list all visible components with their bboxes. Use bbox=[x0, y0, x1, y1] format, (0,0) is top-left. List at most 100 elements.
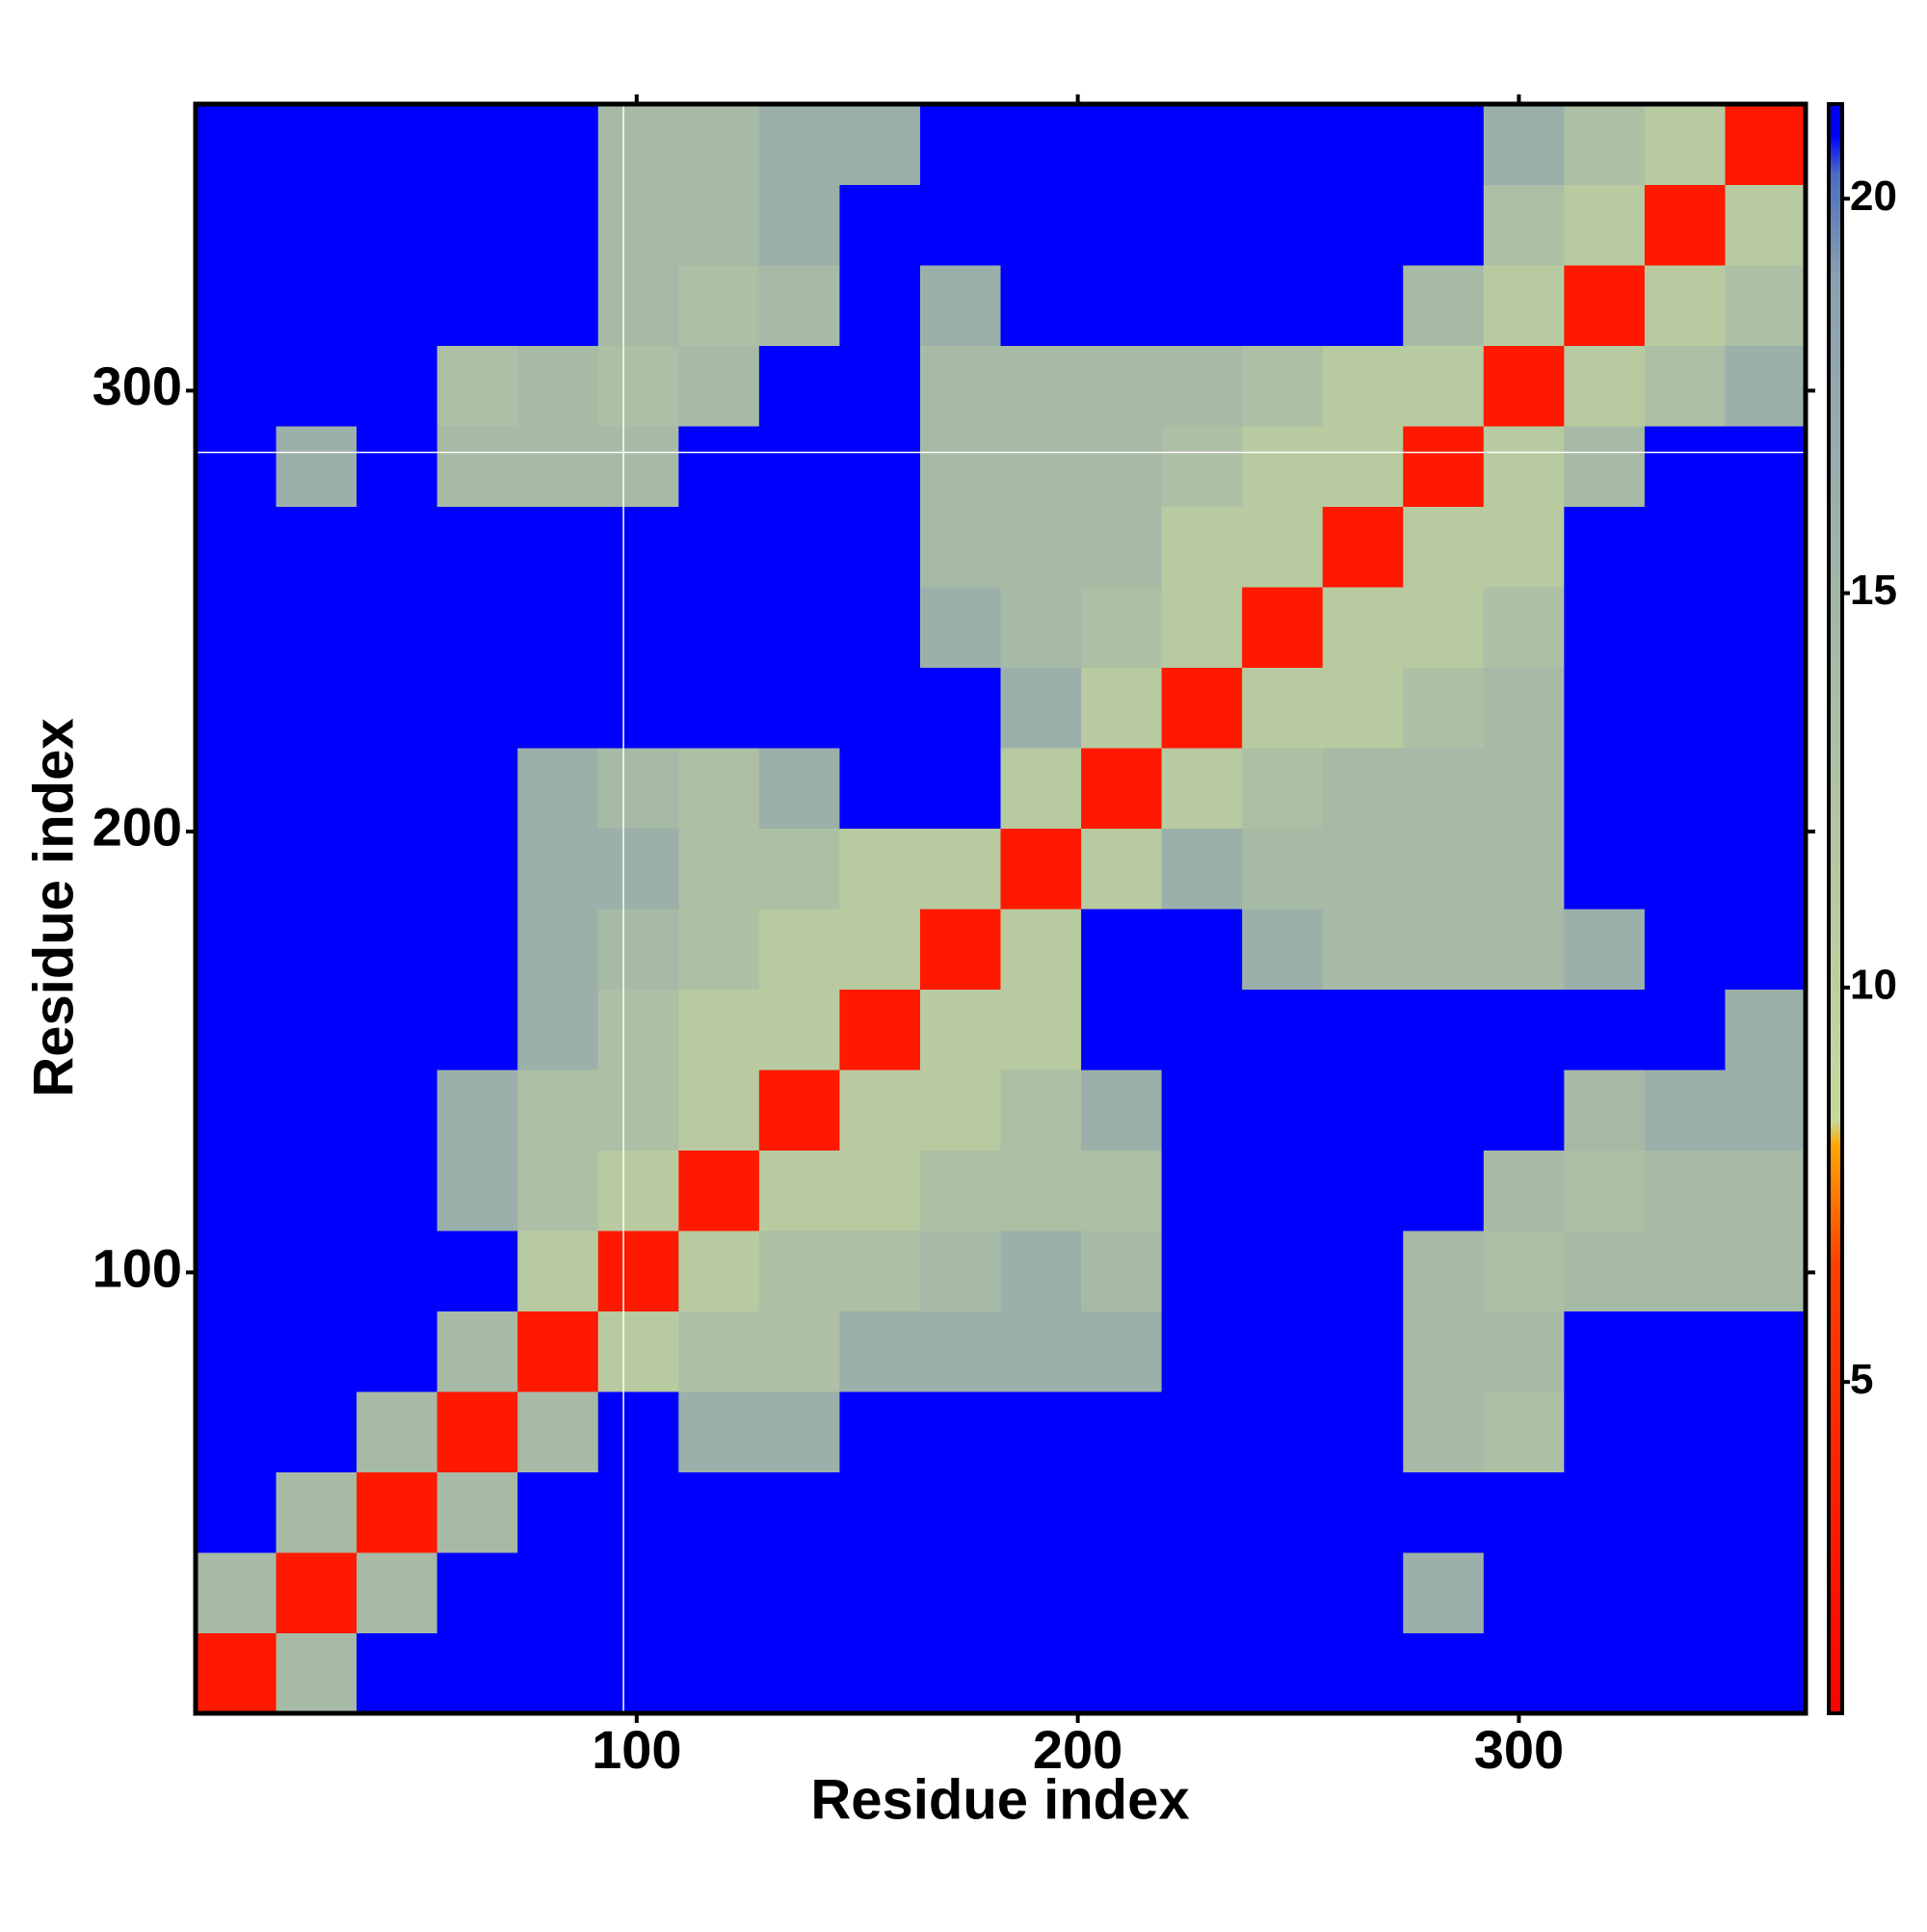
colorbar bbox=[1827, 102, 1844, 1715]
heatmap-cell bbox=[597, 104, 679, 185]
heatmap-cell bbox=[678, 748, 760, 829]
heatmap-cell bbox=[758, 184, 840, 266]
heatmap-cell bbox=[1403, 1150, 1485, 1231]
heatmap-cell bbox=[597, 748, 679, 829]
heatmap-cell bbox=[1564, 828, 1646, 910]
heatmap-cell bbox=[276, 345, 357, 427]
heatmap-cell bbox=[356, 506, 438, 588]
heatmap-cell bbox=[678, 1391, 760, 1472]
heatmap-cell bbox=[678, 506, 760, 588]
heatmap-cell bbox=[276, 587, 357, 668]
heatmap-cell bbox=[1081, 667, 1163, 749]
heatmap-cell bbox=[1161, 748, 1243, 829]
heatmap-cell bbox=[436, 184, 518, 266]
heatmap-cell bbox=[1000, 426, 1082, 507]
heatmap-cell bbox=[276, 104, 357, 185]
heatmap-cell bbox=[597, 1310, 679, 1392]
heatmap-cell bbox=[1403, 1391, 1485, 1472]
heatmap-cell bbox=[1322, 1391, 1404, 1472]
heatmap-cell bbox=[678, 426, 760, 507]
heatmap-cell bbox=[1644, 1070, 1726, 1151]
heatmap-cell bbox=[1564, 426, 1646, 507]
heatmap-cell bbox=[678, 1471, 760, 1553]
heatmap-cell bbox=[1000, 989, 1082, 1071]
heatmap-cell bbox=[1403, 828, 1485, 910]
heatmap-cell bbox=[276, 1632, 357, 1714]
heatmap-cell bbox=[758, 1231, 840, 1311]
heatmap-cell bbox=[1322, 104, 1404, 185]
heatmap-cell bbox=[1322, 587, 1404, 668]
heatmap-cell bbox=[196, 909, 277, 990]
heatmap-cell bbox=[1644, 184, 1726, 266]
heatmap-cell bbox=[517, 104, 599, 185]
heatmap-cell bbox=[1483, 265, 1565, 346]
heatmap-cell bbox=[1000, 345, 1082, 427]
heatmap-cell bbox=[597, 587, 679, 668]
heatmap-cell bbox=[276, 667, 357, 749]
heatmap-cell bbox=[517, 748, 599, 829]
heatmap-cell bbox=[1000, 184, 1082, 266]
heatmap-cell bbox=[1081, 104, 1163, 185]
heatmap-cell bbox=[919, 1070, 1001, 1151]
heatmap-cell bbox=[1081, 1471, 1163, 1553]
heatmap-cell bbox=[919, 1471, 1001, 1553]
heatmap-cell bbox=[1483, 1391, 1565, 1472]
heatmap-cell bbox=[1644, 1471, 1726, 1553]
heatmap-cell bbox=[919, 828, 1001, 910]
heatmap-cell bbox=[276, 828, 357, 910]
heatmap-cell bbox=[1403, 265, 1485, 346]
heatmap-cell bbox=[1161, 587, 1243, 668]
heatmap-cell bbox=[196, 184, 277, 266]
heatmap-cell bbox=[436, 104, 518, 185]
heatmap-cell bbox=[597, 184, 679, 266]
heatmap-cell bbox=[678, 667, 760, 749]
heatmap-cell bbox=[1403, 104, 1485, 185]
heatmap-cell bbox=[1403, 587, 1485, 668]
heatmap-cell bbox=[1000, 748, 1082, 829]
colorbar-tick-label: 10 bbox=[1850, 961, 1897, 1008]
heatmap-cell bbox=[758, 1471, 840, 1553]
heatmap-cell bbox=[1644, 1150, 1726, 1231]
heatmap-cell bbox=[517, 667, 599, 749]
heatmap-cell bbox=[1644, 426, 1726, 507]
heatmap-cell bbox=[436, 748, 518, 829]
heatmap-cell bbox=[1403, 345, 1485, 427]
heatmap-cell bbox=[1403, 426, 1485, 507]
y-tick-label: 300 bbox=[92, 356, 182, 416]
heatmap-cell bbox=[1725, 426, 1807, 507]
heatmap-cell bbox=[1242, 104, 1324, 185]
heatmap-cell bbox=[436, 909, 518, 990]
heatmap-cell bbox=[1483, 184, 1565, 266]
heatmap-cell bbox=[436, 667, 518, 749]
heatmap-cell bbox=[919, 1391, 1001, 1472]
heatmap-cell bbox=[356, 104, 438, 185]
heatmap-cell bbox=[839, 667, 921, 749]
heatmap-cell bbox=[919, 345, 1001, 427]
heatmap-cell bbox=[1242, 1310, 1324, 1392]
heatmap-cell bbox=[436, 1552, 518, 1633]
heatmap-cell bbox=[1403, 506, 1485, 588]
heatmap-cell bbox=[1725, 1552, 1807, 1633]
heatmap-cell bbox=[758, 265, 840, 346]
heatmap-cell bbox=[678, 1310, 760, 1392]
heatmap-cell bbox=[1564, 265, 1646, 346]
heatmap-cell bbox=[196, 1231, 277, 1311]
heatmap-cell bbox=[1403, 1070, 1485, 1151]
heatmap-cell bbox=[1081, 1552, 1163, 1633]
heatmap-cell bbox=[517, 989, 599, 1071]
heatmap-cell bbox=[1644, 104, 1726, 185]
heatmap-cell bbox=[196, 828, 277, 910]
heatmap-cell bbox=[1081, 748, 1163, 829]
plot-frame bbox=[193, 101, 1808, 1716]
heatmap-cell bbox=[839, 989, 921, 1071]
heatmap-cell bbox=[1564, 1070, 1646, 1151]
heatmap-cell bbox=[839, 345, 921, 427]
heatmap-cell bbox=[678, 909, 760, 990]
heatmap-cell bbox=[1483, 667, 1565, 749]
heatmap-cell bbox=[1564, 1552, 1646, 1633]
heatmap-cell bbox=[919, 426, 1001, 507]
heatmap-cell bbox=[1564, 989, 1646, 1071]
heatmap-cell bbox=[1483, 1552, 1565, 1633]
heatmap-cell bbox=[1081, 265, 1163, 346]
heatmap-cell bbox=[678, 184, 760, 266]
